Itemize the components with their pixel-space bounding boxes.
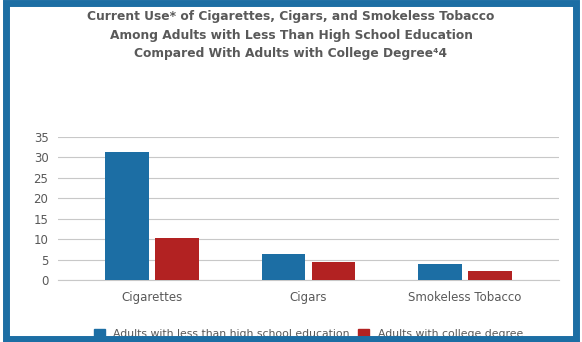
Bar — [311, 262, 356, 280]
Bar — [418, 264, 462, 280]
Bar — [261, 254, 306, 280]
Bar — [468, 272, 512, 280]
Text: Current Use* of Cigarettes, Cigars, and Smokeless Tobacco
Among Adults with Less: Current Use* of Cigarettes, Cigars, and … — [87, 10, 495, 60]
Legend: Adults with less than high school education, Adults with college degree: Adults with less than high school educat… — [94, 329, 523, 339]
Bar — [105, 152, 149, 280]
Bar — [155, 238, 199, 280]
